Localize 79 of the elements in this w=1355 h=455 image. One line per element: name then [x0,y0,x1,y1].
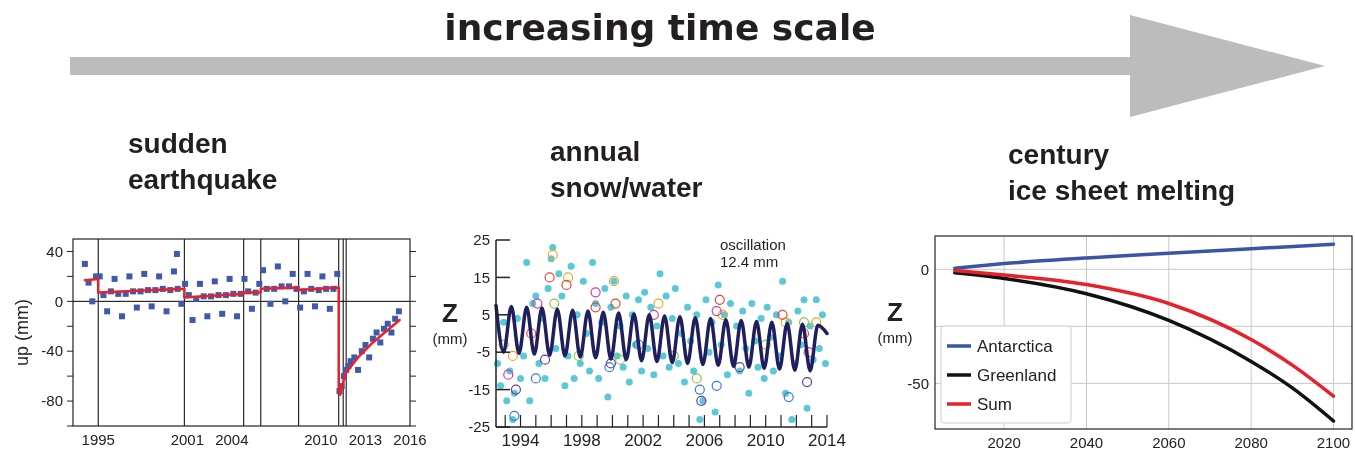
chart-title: sudden earthquake [128,128,278,195]
legend-label: Greenland [977,365,1057,385]
y-axis-title: Z (mm) [432,297,468,347]
y-axis-title: Z (mm) [877,296,913,346]
x-tick-label: 2013 [348,431,383,448]
point [562,272,574,283]
point [561,279,572,290]
point [539,354,551,365]
y-tick-label: -5 [476,343,490,361]
x-tick-label: 2001 [170,431,204,448]
text: increasing time scale [444,7,876,48]
line-series [953,242,1336,270]
point [734,362,745,373]
legend-label: Sum [977,394,1012,414]
y-tick-label: -80 [41,392,63,410]
annotation: oscillation 12.4 mm [720,236,786,271]
point [544,272,555,283]
y-tick-label: 40 [46,242,63,260]
point [615,354,626,365]
y-axis-title: up (mm) [12,299,33,366]
x-tick-label: 2080 [1234,434,1268,451]
point [509,410,520,421]
point [549,298,560,309]
chart-title: century ice sheet melting [1008,139,1236,206]
x-tick-label: 2006 [685,431,724,450]
point [532,298,543,309]
x-tick-label: 1995 [81,431,115,448]
y-tick-label: 25 [473,231,490,249]
point [503,369,514,380]
point [507,350,518,362]
x-tick-label: 1998 [562,431,601,450]
point [590,302,601,313]
point [605,358,617,369]
x-tick-label: 2014 [808,431,846,450]
point [573,350,584,362]
point [811,317,822,328]
point [760,339,771,350]
point [604,362,615,373]
point [780,317,791,328]
x-tick-label: 2010 [304,431,338,448]
x-tick-label: 1994 [501,431,540,450]
x-tick-label: 2010 [746,431,785,450]
point [530,373,541,384]
point [510,384,522,395]
x-tick-label: 2004 [215,431,249,448]
point [610,298,621,309]
point [801,377,813,388]
y-tick-label: 0 [920,260,929,278]
point [711,380,722,391]
y-tick-label: 0 [54,292,63,310]
point [691,373,702,384]
line-series [953,268,1336,398]
y-tick-label: 5 [481,306,490,324]
point [653,298,664,309]
x-tick-label: 2040 [1069,434,1104,451]
point [711,305,722,317]
x-tick-label: 2100 [1316,434,1351,451]
legend-label: Antarctica [977,336,1054,356]
point [694,384,705,395]
point [714,294,725,305]
point [590,287,601,298]
point [777,309,788,320]
line-series [953,270,1336,423]
y-tick-label: -40 [41,342,63,360]
y-tick-label: -50 [907,374,929,392]
y-tick-label: 15 [473,268,490,286]
chart-title: annual snow/water [550,136,703,203]
point [547,249,558,261]
point [798,317,810,328]
point [783,391,794,403]
y-tick-label: -15 [468,380,490,398]
point [526,328,537,339]
x-tick-label: 2002 [624,431,663,450]
x-tick-label: 2020 [987,434,1021,451]
point [648,309,659,320]
y-tick-label: -25 [468,418,490,436]
point [633,339,644,350]
x-tick-label: 2016 [393,431,427,448]
x-tick-label: 2060 [1152,434,1186,451]
